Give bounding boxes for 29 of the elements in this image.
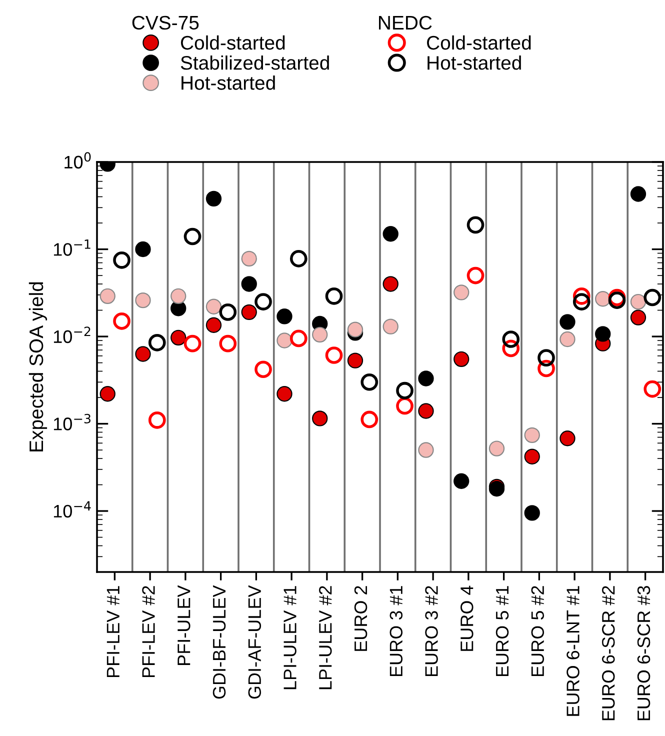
y-tick-label: 10$^{0}$ [64, 152, 91, 169]
y-axis-title: Expected SOA yield [28, 282, 48, 452]
x-tick-label: PFI-LEV #1 [106, 586, 120, 678]
legend-label: Stabilized-started [180, 55, 329, 70]
x-tick-label: LPI-ULEV #2 [319, 586, 332, 690]
legend-label: Cold-started [427, 35, 531, 50]
x-tick-label: EURO 6-LNT #1 [566, 586, 580, 716]
x-tick-label: GDI-BF-ULEV [212, 585, 226, 699]
x-tick-label: EURO 5 #2 [531, 586, 544, 676]
legend-label: Hot-started [428, 55, 521, 70]
y-tick-label: 10$^{−3}$ [54, 414, 90, 430]
x-tick-label: EURO 2 [354, 586, 368, 651]
text: CVS-75 [132, 16, 199, 30]
x-tick-label: EURO 3 #1 [390, 586, 403, 676]
y-tick-label: 10$^{−2}$ [54, 326, 90, 344]
y-tick-label: 10$^{−1}$ [54, 240, 90, 256]
legend-label: Cold-started [180, 35, 285, 50]
y-tick-label: 10$^{−4}$ [54, 501, 91, 518]
legend-label: Hot-started [182, 76, 275, 90]
x-tick-label: EURO 6-SCR #3 [637, 586, 650, 720]
x-tick-label: EURO 4 [460, 586, 474, 651]
text: NEDC [379, 16, 432, 30]
x-tick-label: EURO 6-SCR #2 [602, 586, 615, 720]
x-tick-label: PFI-LEV #2 [142, 586, 155, 678]
x-tick-label: LPI-ULEV #1 [284, 586, 296, 690]
x-tick-label: EURO 5 #1 [496, 586, 509, 676]
x-tick-label: GDI-AF-ULEV [248, 585, 262, 699]
x-tick-label: EURO 3 #2 [425, 586, 438, 676]
x-tick-label: PFI-ULEV [178, 585, 190, 665]
